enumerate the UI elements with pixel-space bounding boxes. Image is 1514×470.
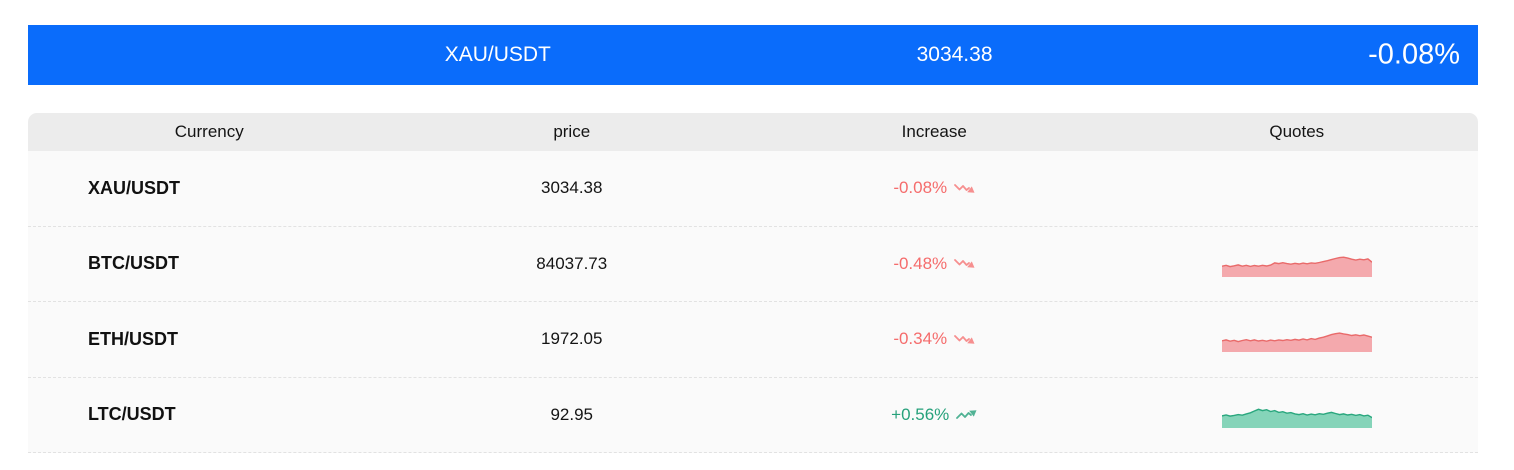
col-header-quotes: Quotes [1269, 122, 1325, 141]
banner-price: 3034.38 [916, 43, 993, 66]
banner-change: -0.08% [1368, 38, 1460, 71]
currency-cell: XAU/USDT [88, 177, 181, 198]
change-value: +0.56% [891, 404, 950, 424]
col-header-currency: Currency [174, 122, 244, 141]
sparkline-chart [1221, 256, 1373, 277]
change-cell: -0.48% [753, 254, 1116, 274]
banner-pair: XAU/USDT [444, 43, 551, 66]
trend-down-icon [954, 183, 975, 193]
currency-cell: BTC/USDT [88, 253, 179, 274]
quotes-cell [1116, 402, 1479, 428]
currency-cell: ETH/USDT [88, 328, 178, 349]
quotes-cell [1116, 326, 1479, 353]
change-value: -0.48% [893, 253, 948, 273]
quotes-table: Currency price Increase Quotes XAU/USDT … [28, 113, 1478, 453]
sparkline-chart [1221, 408, 1373, 428]
price-cell: 84037.73 [536, 253, 608, 273]
change-cell: -0.08% [753, 178, 1116, 198]
quotes-cell [1116, 251, 1479, 277]
table-row[interactable]: ETH/USDT 1972.05 -0.34% [28, 302, 1478, 378]
table-row[interactable]: BTC/USDT 84037.73 -0.48% [28, 226, 1479, 302]
change-value: -0.34% [893, 329, 948, 349]
currency-cell: LTC/USDT [88, 404, 176, 425]
change-cell: -0.34% [753, 329, 1116, 349]
price-cell: 92.95 [550, 404, 594, 424]
ticker-banner: XAU/USDT 3034.38 -0.08% [28, 25, 1478, 85]
table-row[interactable]: LTC/USDT 92.95 +0.56% [28, 377, 1479, 453]
price-cell: 1972.05 [541, 329, 603, 349]
table-row[interactable]: XAU/USDT 3034.38 -0.08% [28, 151, 1478, 227]
col-header-increase: Increase [901, 122, 967, 141]
price-cell: 3034.38 [541, 178, 603, 198]
col-header-price: price [553, 122, 591, 141]
trend-up-icon [956, 410, 977, 420]
change-cell: +0.56% [753, 405, 1116, 425]
trend-down-icon [954, 259, 975, 269]
change-value: -0.08% [893, 178, 948, 198]
quotes-cell [1116, 175, 1479, 201]
trend-down-icon [954, 334, 975, 344]
table-header-row: Currency price Increase Quotes [28, 113, 1478, 151]
sparkline-chart [1221, 332, 1372, 353]
